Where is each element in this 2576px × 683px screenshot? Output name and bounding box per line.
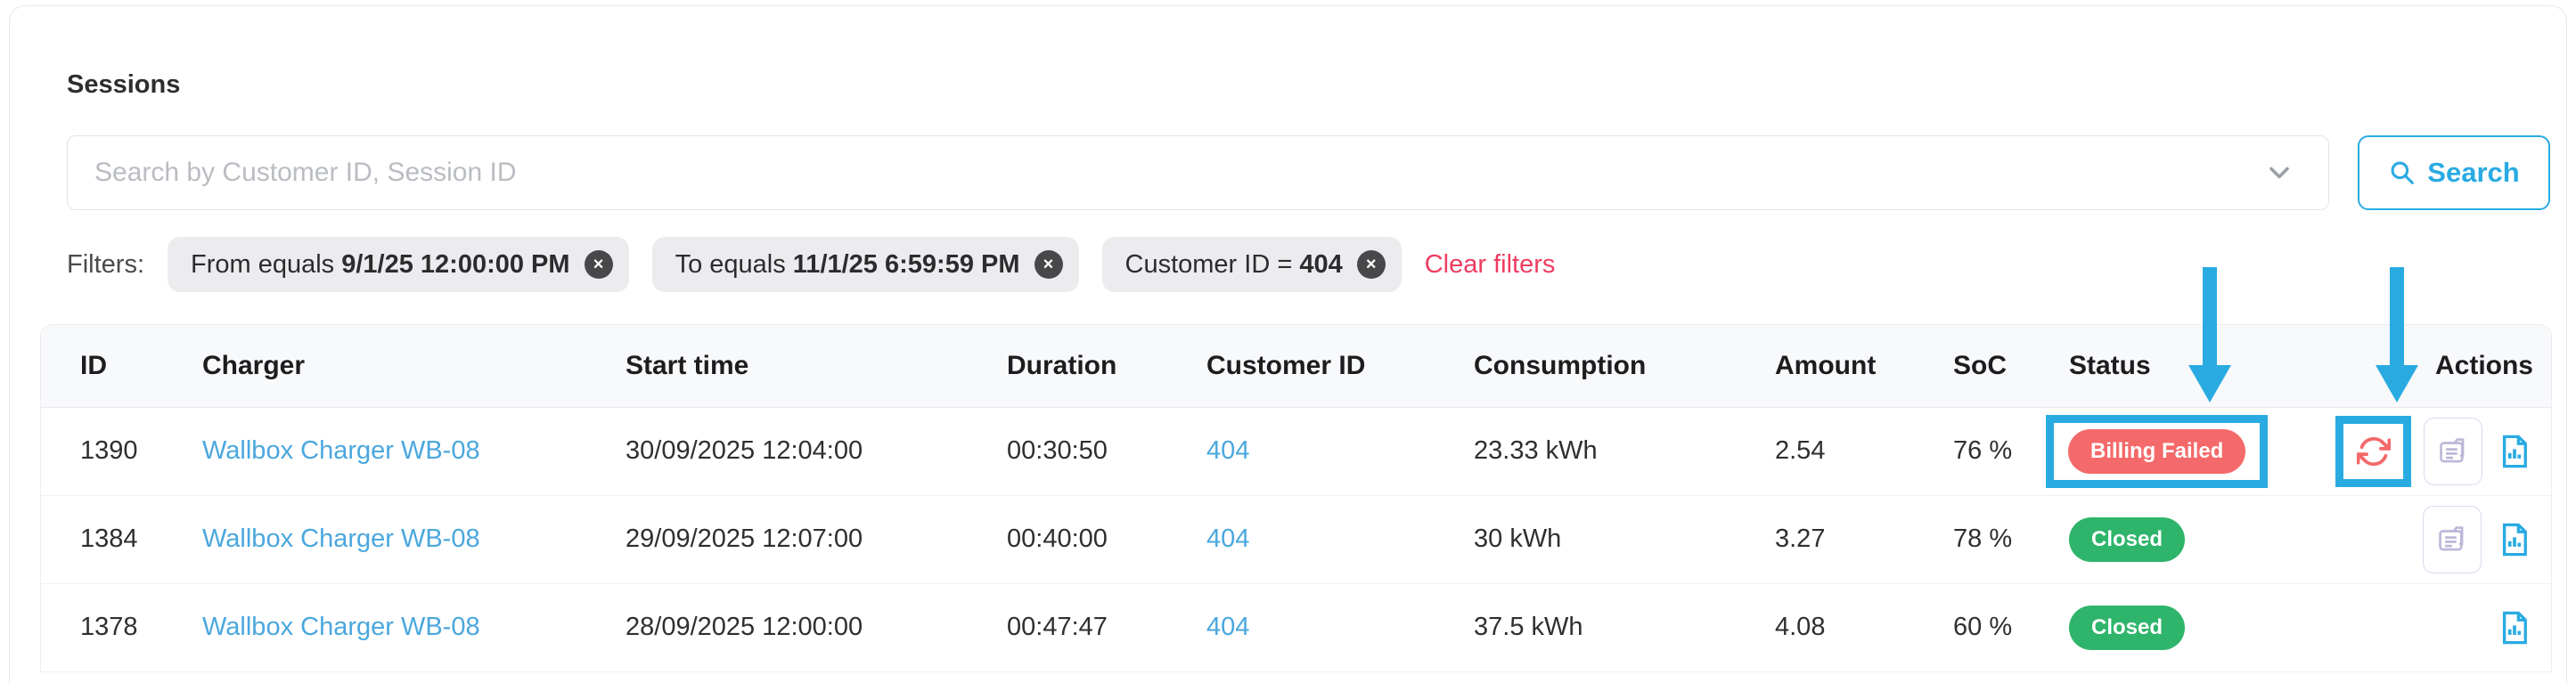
customer-id-link[interactable]: 404	[1206, 613, 1250, 641]
cell-duration: 00:30:50	[968, 407, 1167, 496]
filter-chip-text: Customer ID = 404	[1124, 249, 1343, 279]
sessions-table: ID Charger Start time Duration Customer …	[40, 324, 2552, 672]
chevron-down-icon[interactable]	[2263, 157, 2295, 189]
cell-consumption: 37.5 kWh	[1435, 583, 1736, 672]
col-header-soc: SoC	[1914, 325, 2030, 408]
cell-session-id: 1384	[41, 495, 163, 584]
invoice-button[interactable]	[2424, 417, 2482, 485]
col-header-actions: Actions	[2335, 325, 2551, 408]
status-badge-billing-failed: Billing Failed	[2068, 428, 2246, 474]
cell-session-id: 1390	[41, 407, 163, 496]
annotation-highlight-box-status: Billing Failed	[2046, 414, 2269, 488]
filters-row: Filters: From equals 9/1/25 12:00:00 PM …	[67, 237, 2550, 292]
remove-filter-icon[interactable]: ×	[584, 250, 613, 279]
col-header-status: Status	[2030, 325, 2335, 408]
table-row: 1378 Wallbox Charger WB-08 28/09/2025 12…	[41, 583, 2551, 672]
col-header-start-time: Start time	[586, 325, 968, 408]
actions-group	[2335, 607, 2535, 648]
search-icon	[2391, 161, 2415, 184]
session-report-button[interactable]	[2494, 607, 2535, 648]
filter-chip-to: To equals 11/1/25 6:59:59 PM ×	[651, 237, 1079, 292]
cell-soc: 76 %	[1914, 407, 2030, 496]
table-header-row: ID Charger Start time Duration Customer …	[41, 325, 2551, 408]
remove-filter-icon[interactable]: ×	[1356, 250, 1386, 279]
search-button[interactable]: Search	[2358, 135, 2550, 210]
retry-billing-button[interactable]	[2353, 431, 2394, 472]
cell-amount: 3.27	[1736, 495, 1914, 584]
charger-link[interactable]: Wallbox Charger WB-08	[202, 436, 480, 465]
cell-amount: 2.54	[1736, 407, 1914, 496]
status-badge-closed: Closed	[2069, 605, 2186, 650]
report-file-icon	[2502, 611, 2527, 644]
annotation-highlight-box-retry	[2335, 415, 2412, 487]
charger-link[interactable]: Wallbox Charger WB-08	[202, 524, 480, 553]
col-header-consumption: Consumption	[1435, 325, 1736, 408]
filter-chip-text: From equals 9/1/25 12:00:00 PM	[191, 249, 570, 279]
clear-filters-link[interactable]: Clear filters	[1424, 249, 1556, 279]
search-input-wrap	[67, 135, 2329, 210]
actions-group	[2335, 505, 2535, 573]
remove-filter-icon[interactable]: ×	[1034, 250, 1063, 279]
filter-chip-from: From equals 9/1/25 12:00:00 PM ×	[168, 237, 629, 292]
actions-group	[2335, 415, 2535, 487]
cell-duration: 00:40:00	[968, 495, 1167, 584]
cell-soc: 78 %	[1914, 495, 2030, 584]
retry-icon	[2356, 436, 2391, 466]
cell-start-time: 30/09/2025 12:04:00	[586, 407, 968, 496]
cell-start-time: 29/09/2025 12:07:00	[586, 495, 968, 584]
col-header-id: ID	[41, 325, 163, 408]
report-file-icon	[2503, 435, 2528, 468]
cell-consumption: 23.33 kWh	[1435, 407, 1736, 496]
page-title: Sessions	[67, 70, 181, 99]
search-button-label: Search	[2427, 157, 2520, 188]
table-row: 1390 Wallbox Charger WB-08 30/09/2025 12…	[41, 407, 2551, 496]
charger-link[interactable]: Wallbox Charger WB-08	[202, 613, 480, 641]
cell-start-time: 28/09/2025 12:00:00	[586, 583, 968, 672]
customer-id-link[interactable]: 404	[1206, 436, 1250, 465]
filter-chip-text: To equals 11/1/25 6:59:59 PM	[675, 249, 1020, 279]
invoice-button[interactable]	[2423, 505, 2482, 573]
report-file-icon	[2502, 523, 2527, 556]
session-report-button[interactable]	[2495, 431, 2535, 472]
customer-id-link[interactable]: 404	[1206, 524, 1250, 553]
cell-duration: 00:47:47	[968, 583, 1167, 672]
session-report-button[interactable]	[2494, 519, 2535, 560]
col-header-charger: Charger	[163, 325, 586, 408]
filters-label: Filters:	[67, 249, 144, 279]
status-badge-closed: Closed	[2069, 516, 2186, 562]
col-header-customer-id: Customer ID	[1167, 325, 1435, 408]
invoice-icon	[2440, 437, 2465, 462]
filter-chip-customer-id: Customer ID = 404 ×	[1101, 237, 1402, 292]
sessions-card: Sessions Search Filters: From equals	[9, 5, 2567, 683]
search-row: Search	[67, 135, 2550, 210]
cell-session-id: 1378	[41, 583, 163, 672]
search-input[interactable]	[67, 135, 2329, 210]
cell-amount: 4.08	[1736, 583, 1914, 672]
col-header-duration: Duration	[968, 325, 1167, 408]
cell-consumption: 30 kWh	[1435, 495, 1736, 584]
cell-soc: 60 %	[1914, 583, 2030, 672]
invoice-icon	[2439, 525, 2464, 550]
col-header-amount: Amount	[1736, 325, 1914, 408]
table-row: 1384 Wallbox Charger WB-08 29/09/2025 12…	[41, 495, 2551, 584]
